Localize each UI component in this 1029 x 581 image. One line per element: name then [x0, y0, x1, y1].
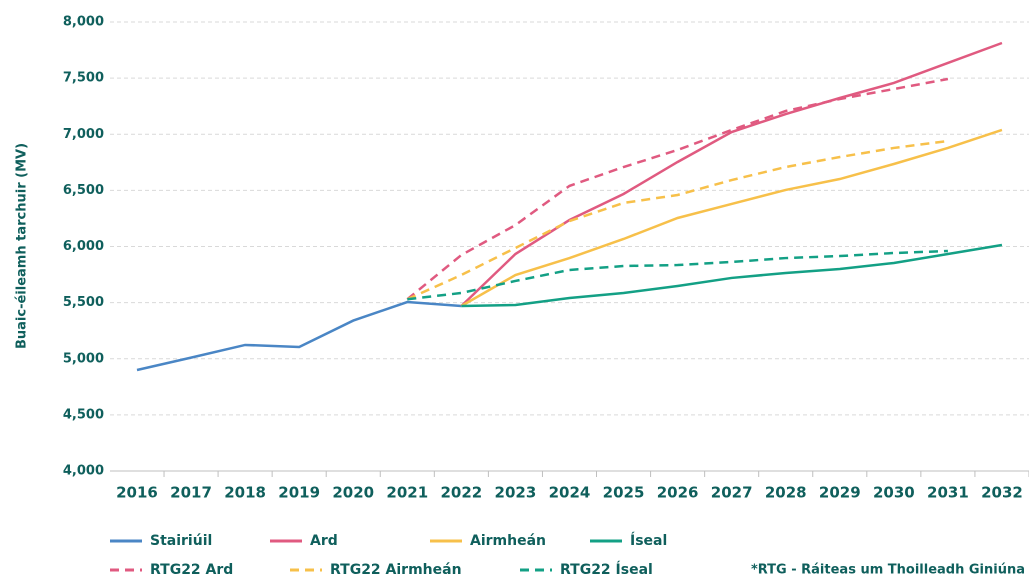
x-tick-label: 2029 [819, 484, 861, 502]
legend-label: Íseal [630, 532, 667, 549]
series-line [136, 300, 462, 372]
y-tick-label: 7,500 [63, 71, 104, 86]
series-line [407, 249, 948, 301]
series-line [406, 139, 949, 301]
x-tick-label: 2021 [386, 484, 428, 502]
legend-label: Ard [310, 533, 338, 549]
x-tick-label: 2025 [603, 484, 645, 502]
x-tick-label: 2016 [116, 484, 158, 502]
x-tick-label: 2028 [765, 484, 807, 502]
x-tick-label: 2022 [440, 484, 482, 502]
y-tick-label: 4,500 [63, 407, 104, 422]
legend-label: RTG22 Ard [150, 562, 233, 578]
y-tick-label: 8,000 [63, 15, 104, 30]
legend-label: Airmheán [470, 533, 546, 549]
x-tick-label: 2032 [981, 484, 1023, 502]
series-line [460, 41, 1003, 307]
y-tick-label: 5,500 [63, 295, 104, 310]
x-tick-label: 2030 [873, 484, 915, 502]
x-tick-label: 2031 [927, 484, 969, 502]
x-tick-label: 2023 [495, 484, 537, 502]
x-tick-label: 2026 [657, 484, 699, 502]
x-tick-label: 2024 [549, 484, 591, 502]
x-tick-label: 2027 [711, 484, 753, 502]
y-tick-label: 6,500 [63, 183, 104, 198]
legend-label: Stairiúil [150, 533, 212, 549]
x-tick-label: 2018 [224, 484, 266, 502]
series-line [461, 243, 1003, 308]
y-axis-label: Buaic-éileamh tarchuir (MV) [15, 143, 30, 349]
y-tick-label: 6,000 [63, 239, 104, 254]
footnote: *RTG - Ráiteas um Thoilleadh Giniúna [751, 563, 1025, 578]
legend-label: RTG22 Airmheán [330, 562, 462, 578]
series-line [460, 128, 1003, 308]
x-tick-label: 2020 [332, 484, 374, 502]
legend-label: RTG22 Íseal [560, 561, 653, 578]
series-line [406, 77, 949, 301]
y-tick-label: 4,000 [63, 464, 104, 479]
x-tick-label: 2019 [278, 484, 320, 502]
x-tick-label: 2017 [170, 484, 212, 502]
y-tick-label: 7,000 [63, 127, 104, 142]
y-tick-label: 5,000 [63, 351, 104, 366]
